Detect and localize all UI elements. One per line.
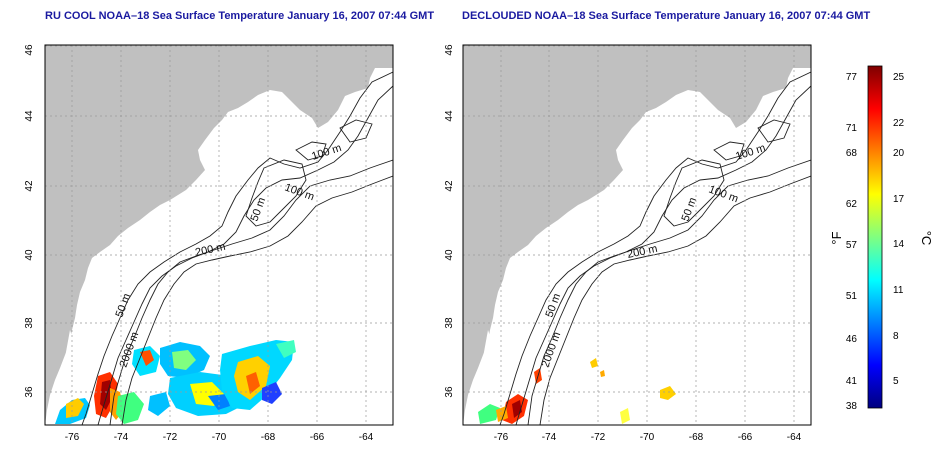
x-tick-right-5: -66 (738, 432, 753, 443)
land-right (463, 45, 811, 425)
y-tick-left-0: 36 (24, 386, 35, 398)
y-tick-right-2: 40 (444, 249, 455, 261)
map-frame-right (462, 44, 812, 426)
grid-right (463, 45, 811, 425)
f-tick-0: 77 (846, 72, 858, 83)
c-tick-2: 20 (893, 148, 905, 159)
y-tick-right-5: 46 (444, 44, 455, 56)
land-left (45, 45, 393, 425)
sst-patches-right (478, 358, 676, 424)
sst-patches-left (55, 340, 296, 424)
x-tick-right-4: -68 (689, 432, 704, 443)
celsius-ticks: 25 22 20 17 14 11 8 5 (893, 72, 905, 387)
f-tick-3: 62 (846, 199, 858, 210)
colorbar-gradient (867, 65, 883, 409)
map-title-right: DECLOUDED NOAA–18 Sea Surface Temperatur… (462, 10, 871, 22)
fahrenheit-ticks: 77 71 68 62 57 51 46 41 38 (846, 72, 858, 412)
f-tick-7: 41 (846, 376, 858, 387)
f-tick-2: 68 (846, 148, 858, 159)
grid-left (45, 45, 393, 425)
c-tick-1: 22 (893, 118, 905, 129)
y-tick-left-5: 46 (24, 44, 35, 56)
f-tick-4: 57 (846, 240, 858, 251)
x-tick-left-3: -70 (212, 432, 227, 443)
x-tick-left-2: -72 (163, 432, 178, 443)
map-frame-left (44, 44, 394, 426)
x-tick-right-3: -70 (640, 432, 655, 443)
c-tick-3: 17 (893, 194, 905, 205)
fahrenheit-unit-label: °F (829, 231, 844, 244)
x-tick-right-1: -74 (542, 432, 557, 443)
contours-right (499, 71, 811, 425)
x-tick-left-0: -76 (65, 432, 80, 443)
c-tick-4: 14 (893, 239, 905, 250)
x-tick-left-5: -66 (310, 432, 325, 443)
y-tick-right-1: 38 (444, 317, 455, 329)
x-tick-left-1: -74 (114, 432, 129, 443)
x-tick-right-6: -64 (787, 432, 802, 443)
y-tick-left-4: 44 (24, 110, 35, 122)
y-tick-left-2: 40 (24, 249, 35, 261)
x-tick-right-2: -72 (591, 432, 606, 443)
map-left: 100 m 100 m 50 m 200 m 50 m 2000 m -76 -… (24, 44, 394, 443)
c-tick-7: 5 (893, 376, 899, 387)
y-tick-right-3: 42 (444, 180, 455, 192)
c-tick-5: 11 (893, 285, 904, 296)
x-tick-left-6: -64 (359, 432, 374, 443)
map-right: 100 m 100 m 50 m 200 m 50 m 2000 m -76 -… (444, 44, 812, 443)
x-tick-right-0: -76 (494, 432, 509, 443)
y-tick-left-3: 42 (24, 180, 35, 192)
celsius-unit-label: °C (919, 231, 934, 246)
f-tick-5: 51 (846, 291, 858, 302)
y-tick-left-1: 38 (24, 317, 35, 329)
f-tick-8: 38 (846, 401, 858, 412)
c-tick-6: 8 (893, 331, 899, 342)
y-tick-right-4: 44 (444, 110, 455, 122)
f-tick-6: 46 (846, 334, 858, 345)
map-title-left: RU COOL NOAA–18 Sea Surface Temperature … (45, 10, 435, 22)
x-tick-left-4: -68 (261, 432, 276, 443)
bay-right (482, 330, 493, 378)
colorbar: 77 71 68 62 57 51 46 41 38 25 22 20 17 1… (829, 65, 934, 412)
y-tick-right-0: 36 (444, 386, 455, 398)
c-tick-0: 25 (893, 72, 905, 83)
f-tick-1: 71 (846, 123, 858, 134)
